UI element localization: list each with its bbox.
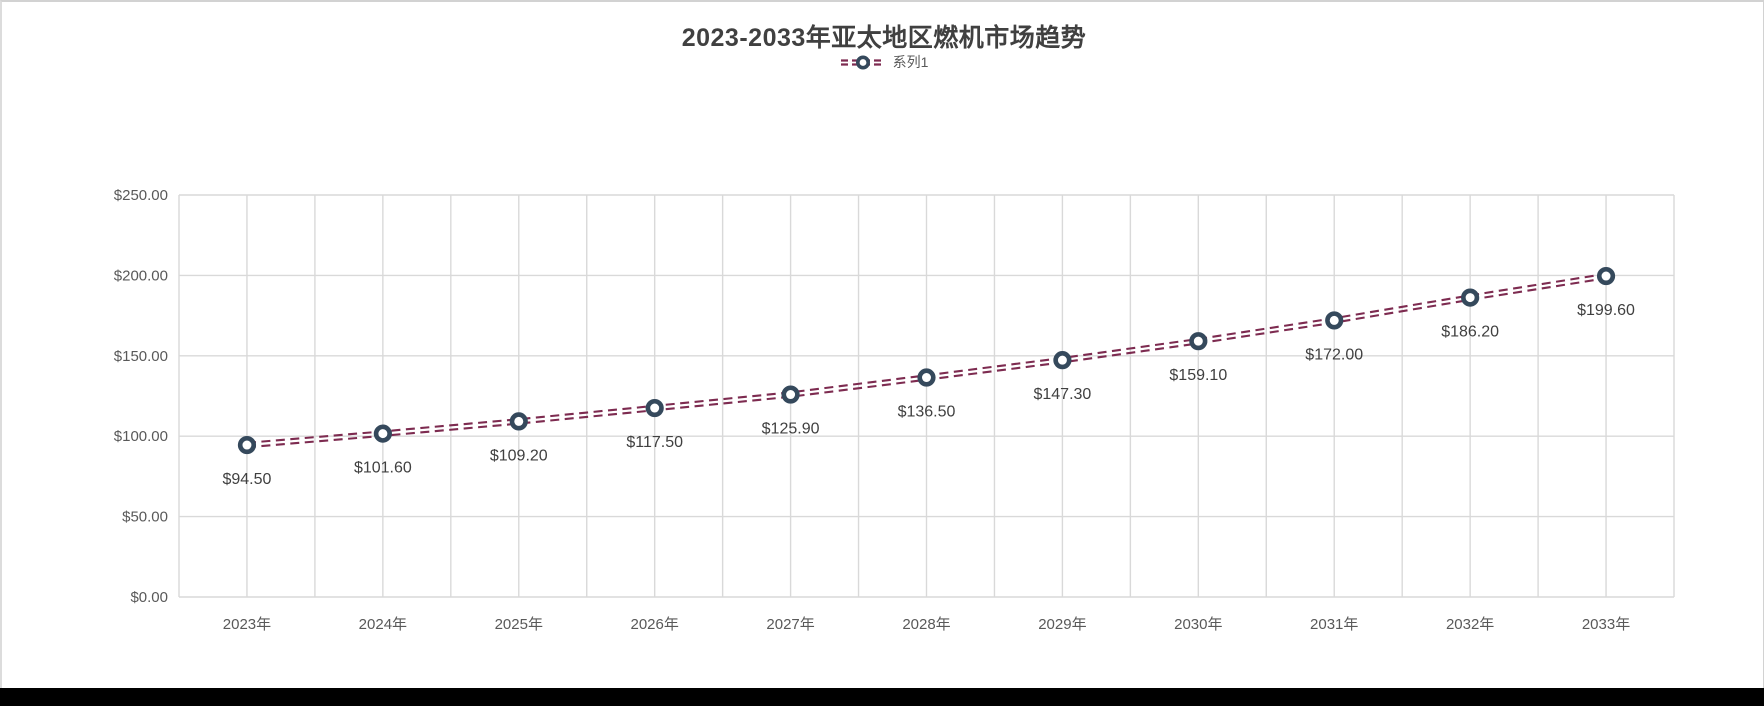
data-point-marker xyxy=(1596,266,1616,286)
data-point-label: $109.20 xyxy=(490,447,548,464)
line-chart-plot: $0.00 $50.00 $100.00 $150.00 $200.00 $250.00 2… xyxy=(114,187,1675,633)
data-point-label: $117.50 xyxy=(626,434,683,451)
x-axis-tick-label: 2027年 xyxy=(766,616,814,633)
y-axis-tick-label: $50.00 xyxy=(122,509,168,526)
x-axis-tick-label: 2033年 xyxy=(1582,616,1630,633)
data-point-label: $199.60 xyxy=(1577,302,1635,319)
data-point-marker xyxy=(645,398,664,418)
legend: 系列1 xyxy=(2,52,1764,72)
bottom-black-bar xyxy=(0,688,1764,706)
data-point-label: $147.30 xyxy=(1033,386,1091,403)
x-axis-tick-label: 2028年 xyxy=(902,616,950,633)
data-point-marker xyxy=(373,424,392,443)
data-point-marker xyxy=(509,412,528,431)
x-axis-tick-label: 2029年 xyxy=(1038,616,1086,633)
y-axis-tick-label: $0.00 xyxy=(130,589,168,606)
data-point-label: $125.90 xyxy=(762,421,820,438)
data-point-label: $136.50 xyxy=(898,404,956,421)
y-axis-tick-label: $250.00 xyxy=(114,187,168,204)
data-point-label: $186.20 xyxy=(1441,324,1499,341)
chart-panel: 2023-2033年亚太地区燃机市场趋势 系列1 $0.00 $50.00 $100… xyxy=(0,0,1764,688)
data-point-marker xyxy=(1461,288,1480,307)
data-point-marker xyxy=(1189,332,1208,351)
data-point-marker xyxy=(237,435,257,455)
data-point-label: $101.60 xyxy=(354,460,412,477)
x-axis-tick-label: 2025年 xyxy=(495,616,543,633)
data-point-marker xyxy=(781,385,800,404)
data-point-label: $172.00 xyxy=(1305,346,1363,363)
x-axis-tick-label: 2023年 xyxy=(223,616,271,633)
x-axis-tick-label: 2024年 xyxy=(359,616,407,633)
chart-title: 2023-2033年亚太地区燃机市场趋势 xyxy=(681,24,1087,52)
data-point-marker xyxy=(1325,311,1344,330)
legend-entry-label: 系列1 xyxy=(892,54,929,70)
data-point-marker xyxy=(917,368,936,387)
x-axis-tick-label: 2030年 xyxy=(1174,616,1222,633)
y-axis-tick-label: $100.00 xyxy=(114,428,168,445)
y-axis-tick-label: $200.00 xyxy=(114,267,168,284)
data-point-label: $94.50 xyxy=(222,471,271,488)
x-axis-tick-label: 2032年 xyxy=(1446,616,1494,633)
x-axis-tick-label: 2026年 xyxy=(630,616,678,633)
x-axis-tick-label: 2031年 xyxy=(1310,616,1358,633)
y-axis-tick-label: $150.00 xyxy=(114,348,168,365)
data-point-marker xyxy=(1053,351,1072,370)
data-point-label: $159.10 xyxy=(1169,367,1227,384)
legend-series-marker-icon xyxy=(840,55,885,69)
